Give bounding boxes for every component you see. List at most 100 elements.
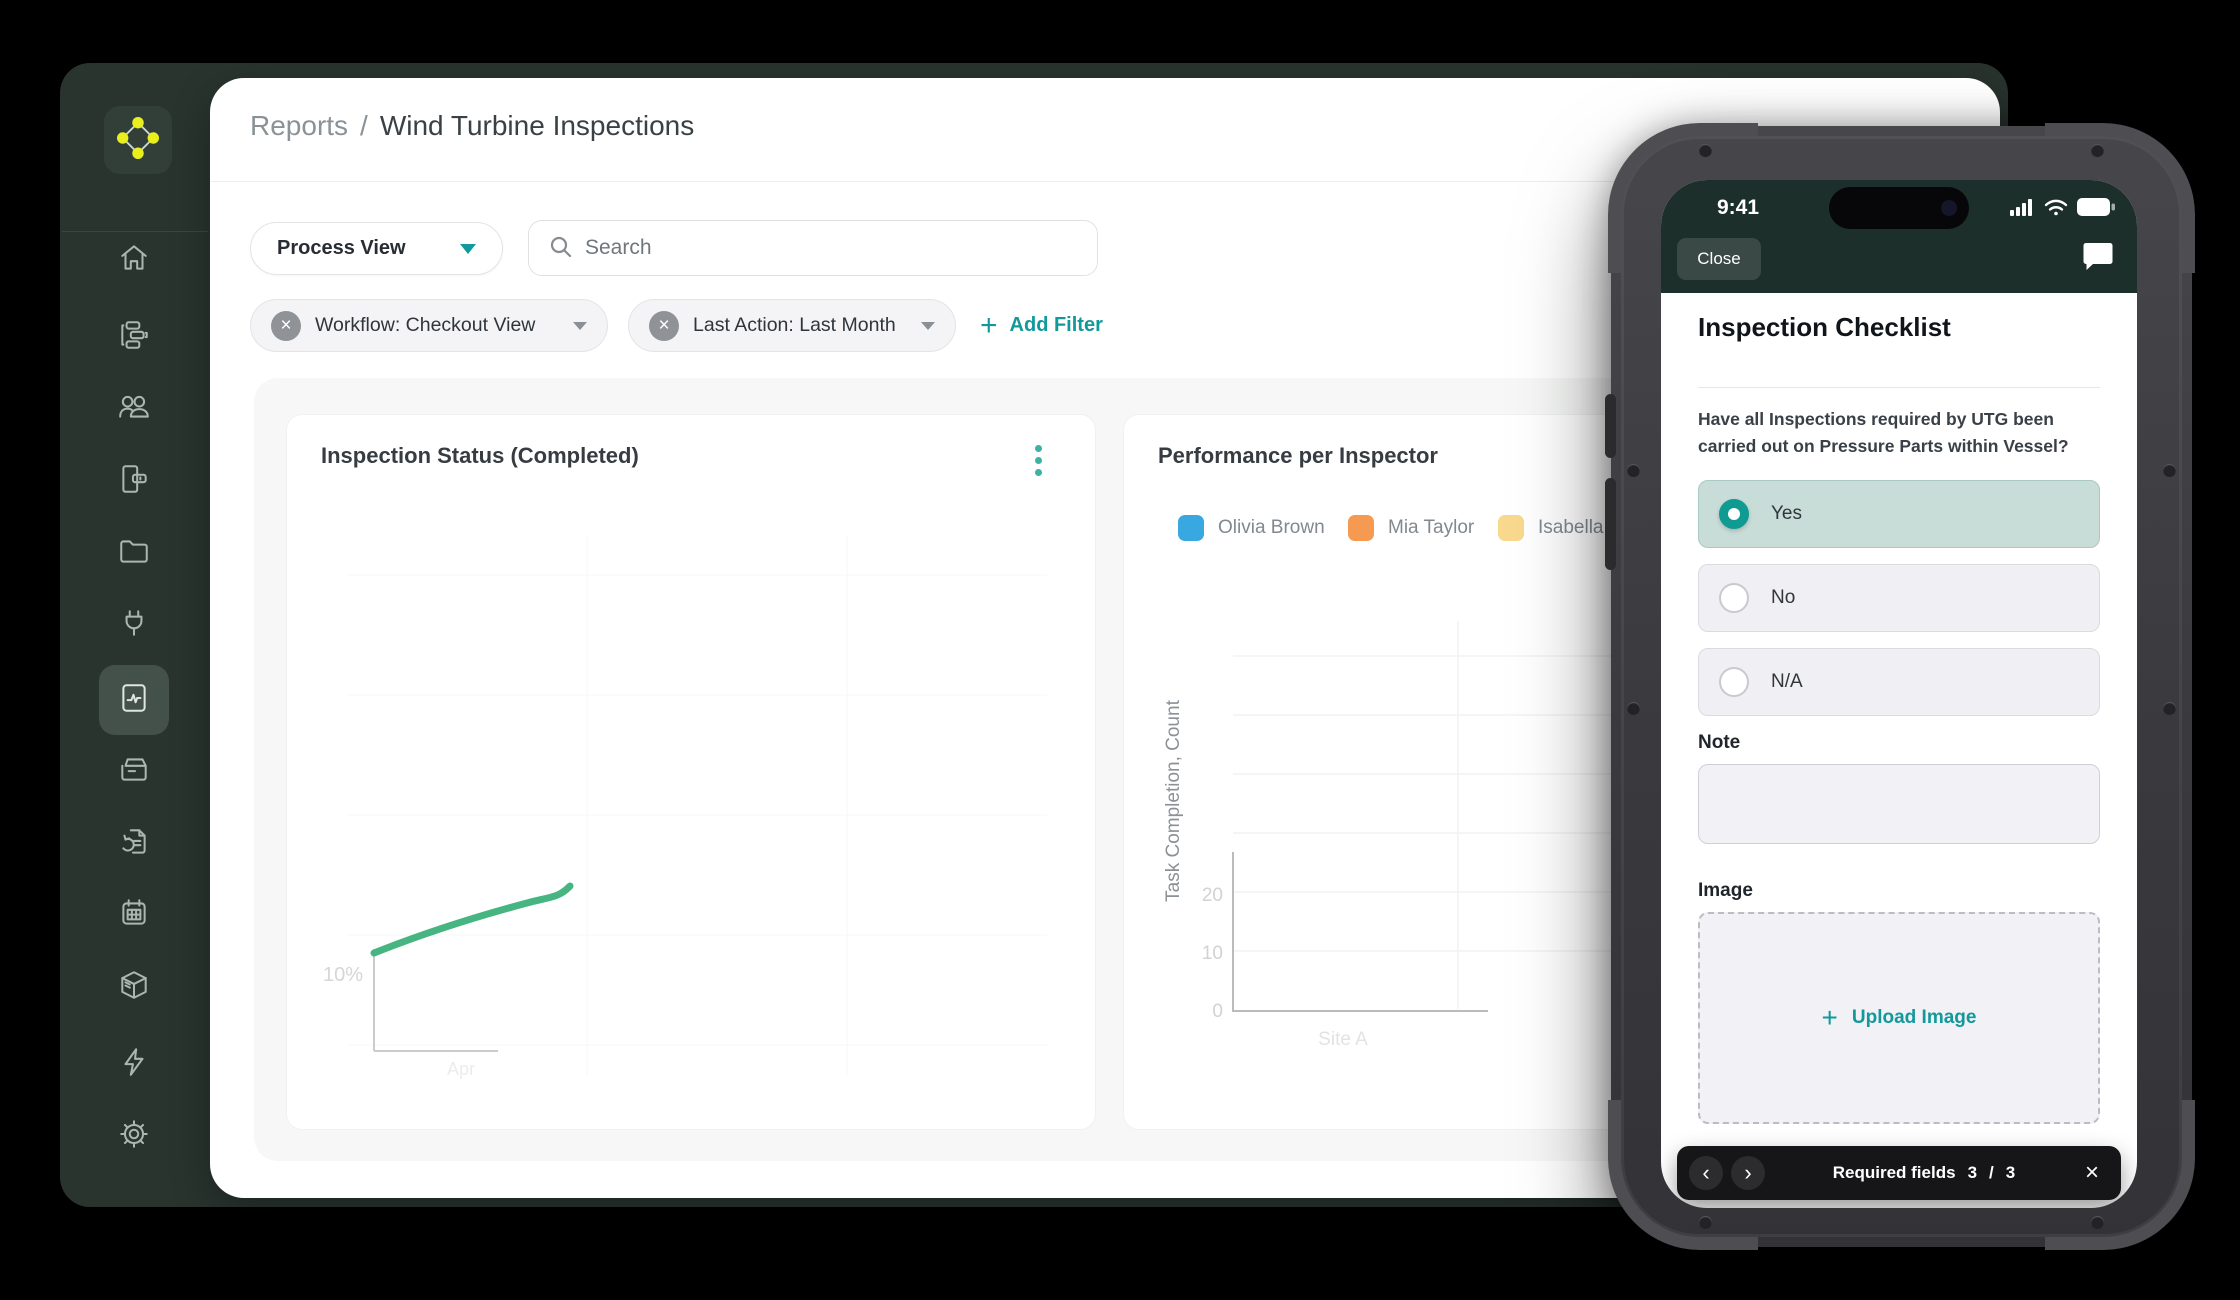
required-fields-separator: /: [1989, 1163, 1994, 1182]
document-sync-icon: [117, 825, 151, 864]
settings-gear-icon: [117, 1117, 151, 1156]
option-yes[interactable]: Yes: [1698, 480, 2100, 548]
upload-image-label: Upload Image: [1851, 1007, 1977, 1028]
battery-icon: [2077, 198, 2115, 221]
option-no[interactable]: No: [1698, 564, 2100, 632]
sidebar-item-document-sync[interactable]: [116, 826, 152, 862]
radio-icon[interactable]: [1719, 583, 1749, 613]
filter-chip-label: Last Action: Last Month: [693, 314, 896, 336]
header-divider: [211, 181, 1999, 182]
sidebar-active-highlight: [99, 665, 169, 735]
case-screw: [2163, 702, 2176, 715]
sidebar-item-reports[interactable]: [116, 682, 152, 718]
breadcrumb-reports-link[interactable]: Reports: [250, 110, 349, 141]
option-label: Yes: [1771, 503, 1802, 524]
sidebar-item-archive[interactable]: [116, 753, 152, 789]
close-button[interactable]: Close: [1677, 238, 1761, 280]
dynamic-island: [1829, 187, 1969, 229]
chat-bubble-icon[interactable]: [2083, 242, 2113, 276]
status-time: 9:41: [1717, 196, 1760, 219]
phone-header: 9:41: [1661, 180, 2137, 293]
chevron-left-icon[interactable]: ‹: [1689, 1156, 1723, 1190]
sidebar-item-files[interactable]: [116, 535, 152, 571]
note-label: Note: [1698, 732, 1741, 753]
option-label: N/A: [1771, 671, 1803, 692]
phone-mockup: 9:41: [1605, 123, 2195, 1250]
chevron-right-icon[interactable]: ›: [1731, 1156, 1765, 1190]
kebab-menu-icon[interactable]: [1033, 445, 1043, 481]
folder-icon: [117, 534, 151, 573]
home-icon: [117, 241, 151, 280]
package-box-icon: [117, 968, 151, 1007]
option-label: No: [1771, 587, 1796, 608]
x-category-label: Site A: [1318, 1029, 1368, 1050]
required-fields-bar: ‹ › Required fields 3 / 3 ×: [1677, 1146, 2121, 1200]
y-axis-label: Task Completion, Count: [1163, 699, 1184, 901]
chevron-down-icon: [460, 243, 476, 254]
sidebar-item-assets[interactable]: [116, 969, 152, 1005]
phone-volume-button: [1605, 394, 1616, 458]
camera-icon: [1941, 200, 1957, 216]
sidebar-item-automations[interactable]: [116, 1046, 152, 1082]
sidebar-divider: [62, 231, 208, 232]
chevron-down-icon[interactable]: [921, 321, 935, 330]
close-icon[interactable]: ×: [2084, 1159, 2099, 1186]
legend-label: Olivia Brown: [1218, 517, 1325, 538]
sidebar-item-integrations[interactable]: [116, 607, 152, 643]
y-tick-label: 20: [1202, 885, 1223, 906]
plus-icon: +: [980, 308, 998, 342]
upload-image-button[interactable]: + Upload Image: [1698, 912, 2100, 1124]
remove-filter-icon[interactable]: ×: [649, 310, 679, 341]
filter-chip-label: Workflow: Checkout View: [315, 314, 536, 336]
y-tick-label: 0: [1212, 1001, 1223, 1022]
legend-swatch-blue: [1178, 515, 1204, 541]
filter-chip-last-action[interactable]: × Last Action: Last Month: [628, 299, 956, 352]
phone-volume-button: [1605, 478, 1616, 570]
page-title: Wind Turbine Inspections: [379, 110, 695, 141]
case-screw: [1699, 144, 1712, 157]
process-view-label: Process View: [277, 237, 406, 259]
sidebar-item-settings[interactable]: [116, 1118, 152, 1154]
app-logo[interactable]: [104, 106, 172, 174]
lightning-icon: [117, 1045, 151, 1084]
y-tick-label: 10: [1202, 943, 1223, 964]
inspection-status-card: Inspection Status (Completed) 10% Apr: [286, 414, 1096, 1130]
inspection-status-chart: 10% Apr: [323, 535, 1047, 1079]
breadcrumb-separator: /: [360, 110, 368, 141]
plus-icon: +: [1821, 1002, 1838, 1033]
sidebar-item-workflows[interactable]: [116, 319, 152, 355]
sidebar-item-users[interactable]: [116, 391, 152, 427]
search-box: [528, 220, 1098, 276]
chart-title: Inspection Status (Completed): [321, 443, 639, 468]
note-input[interactable]: [1698, 764, 2100, 844]
case-screw: [2091, 1216, 2104, 1229]
remove-filter-icon[interactable]: ×: [271, 310, 301, 341]
users-icon: [117, 390, 151, 429]
completion-line-series: [370, 882, 574, 957]
radio-icon[interactable]: [1719, 667, 1749, 697]
sidebar-item-home[interactable]: [116, 242, 152, 278]
sidebar-item-logout-sessions[interactable]: [116, 463, 152, 499]
required-fields-current: 3: [1967, 1163, 1978, 1182]
chart-title: Performance per Inspector: [1158, 443, 1438, 468]
filter-chip-workflow[interactable]: × Workflow: Checkout View: [250, 299, 608, 352]
sidebar-item-schedule[interactable]: [116, 897, 152, 933]
search-input[interactable]: [585, 236, 1079, 260]
x-tick-label: Apr: [447, 1059, 475, 1079]
wifi-icon: [2044, 199, 2068, 221]
legend-item: Isabella M: [1498, 515, 1625, 541]
activity-report-icon: [117, 681, 151, 720]
phone-case-ring: [1621, 136, 2182, 1237]
image-label: Image: [1698, 880, 1753, 901]
performance-chart: 20 10 0 Task Completion, Count Site A: [1163, 621, 1944, 1050]
chevron-down-icon[interactable]: [573, 321, 587, 330]
checklist-title: Inspection Checklist: [1698, 312, 1951, 342]
checklist-question: Have all Inspections required by UTG bee…: [1698, 409, 2069, 456]
legend-label: Mia Taylor: [1388, 517, 1475, 538]
option-na[interactable]: N/A: [1698, 648, 2100, 716]
signal-icon: [2010, 198, 2035, 221]
add-filter-button[interactable]: + Add Filter: [980, 299, 1103, 352]
radio-selected-icon[interactable]: [1719, 499, 1749, 529]
process-view-dropdown[interactable]: Process View: [250, 222, 503, 275]
calendar-icon: [117, 896, 151, 935]
